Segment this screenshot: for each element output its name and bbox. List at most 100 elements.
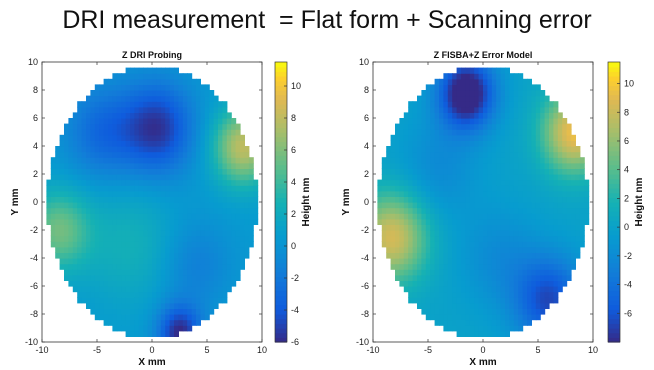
heatmap-cell — [94, 174, 100, 181]
heatmap-cell — [557, 224, 563, 231]
heatmap-cell — [412, 246, 418, 253]
heatmap-cell — [518, 263, 524, 270]
heatmap-cell — [557, 129, 563, 136]
heatmap-cell — [469, 263, 475, 270]
heatmap-cell — [77, 213, 83, 220]
colorbar-tick-label: 0 — [624, 222, 629, 232]
heatmap-cell — [169, 269, 175, 276]
heatmap-cell — [553, 263, 559, 270]
heatmap-cell — [531, 129, 537, 136]
heatmap-cell — [209, 224, 215, 231]
heatmap-cell — [147, 291, 153, 298]
heatmap-cell — [544, 280, 550, 287]
heatmap-cell — [505, 106, 510, 113]
heatmap-cell — [491, 258, 497, 265]
y-tick-label: 0 — [33, 197, 38, 207]
heatmap-cell — [116, 263, 122, 270]
heatmap-cell — [509, 297, 515, 304]
heatmap-cell — [549, 140, 554, 147]
colorbar-segment — [275, 304, 287, 310]
heatmap-cell — [174, 325, 179, 332]
heatmap-cell — [103, 123, 109, 130]
heatmap-cell — [169, 95, 175, 102]
heatmap-cell — [235, 168, 241, 175]
heatmap-cell — [566, 157, 572, 164]
heatmap-cell — [134, 258, 140, 265]
heatmap-cell — [408, 235, 414, 242]
heatmap-cell — [235, 202, 241, 209]
heatmap-cell — [509, 162, 515, 169]
heatmap-cell — [443, 157, 449, 164]
heatmap-cell — [165, 95, 171, 102]
heatmap-cell — [209, 101, 215, 108]
heatmap-cell — [430, 263, 436, 270]
heatmap-cell — [443, 90, 449, 97]
heatmap-cell — [522, 112, 528, 119]
heatmap-cell — [174, 185, 179, 192]
heatmap-cell — [99, 274, 105, 281]
heatmap-cell — [86, 162, 91, 169]
heatmap-cell — [417, 101, 422, 108]
heatmap-cell — [112, 235, 118, 242]
heatmap-cell — [571, 218, 576, 225]
heatmap-cell — [130, 213, 135, 220]
heatmap-cell — [496, 286, 502, 293]
heatmap-cell — [403, 146, 409, 153]
heatmap-cell — [226, 134, 232, 141]
heatmap-cell — [213, 280, 219, 287]
heatmap-cell — [143, 319, 149, 326]
heatmap-cell — [575, 252, 581, 259]
heatmap-cell — [156, 90, 162, 97]
heatmap-cell — [535, 118, 541, 125]
heatmap-cell — [443, 151, 449, 158]
heatmap-cell — [235, 179, 241, 186]
heatmap-cell — [94, 224, 100, 231]
heatmap-cell — [226, 213, 232, 220]
heatmap-cell — [99, 263, 105, 270]
heatmap-cell — [557, 274, 563, 281]
heatmap-cell — [421, 230, 427, 237]
heatmap-cell — [156, 274, 162, 281]
heatmap-cell — [169, 129, 175, 136]
heatmap-cell — [200, 235, 206, 242]
heatmap-cell — [434, 118, 440, 125]
heatmap-cell — [182, 291, 188, 298]
heatmap-cell — [134, 218, 140, 225]
heatmap-cell — [90, 123, 96, 130]
heatmap-cell — [549, 252, 554, 259]
heatmap-cell — [456, 95, 462, 102]
heatmap-cell — [130, 319, 135, 326]
heatmap-cell — [196, 230, 201, 237]
heatmap-cell — [430, 207, 436, 214]
heatmap-cell — [430, 179, 436, 186]
heatmap-cell — [200, 95, 206, 102]
heatmap-cell — [535, 218, 541, 225]
heatmap-cell — [94, 213, 100, 220]
heatmap-cell — [86, 274, 91, 281]
heatmap-cell — [474, 274, 480, 281]
heatmap-cell — [452, 280, 458, 287]
heatmap-cell — [231, 162, 237, 169]
heatmap-cell — [174, 174, 179, 181]
heatmap-cell — [59, 224, 65, 231]
heatmap-cell — [469, 291, 475, 298]
heatmap-cell — [544, 123, 550, 130]
colorbar-segment — [608, 150, 620, 156]
heatmap-cell — [46, 218, 52, 225]
heatmap-cell — [452, 118, 458, 125]
heatmap-cell — [178, 319, 184, 326]
heatmap-cell — [182, 280, 188, 287]
heatmap-cell — [160, 319, 166, 326]
heatmap-cell — [182, 101, 188, 108]
heatmap-cell — [147, 78, 153, 85]
heatmap-cell — [200, 140, 206, 147]
heatmap-cell — [434, 280, 440, 287]
heatmap-cell — [496, 146, 502, 153]
heatmap-cell — [395, 146, 400, 153]
heatmap-cell — [222, 269, 228, 276]
heatmap-cell — [169, 218, 175, 225]
heatmap-cell — [121, 280, 127, 287]
heatmap-cell — [527, 162, 532, 169]
heatmap-cell — [108, 246, 113, 253]
heatmap-cell — [469, 129, 475, 136]
